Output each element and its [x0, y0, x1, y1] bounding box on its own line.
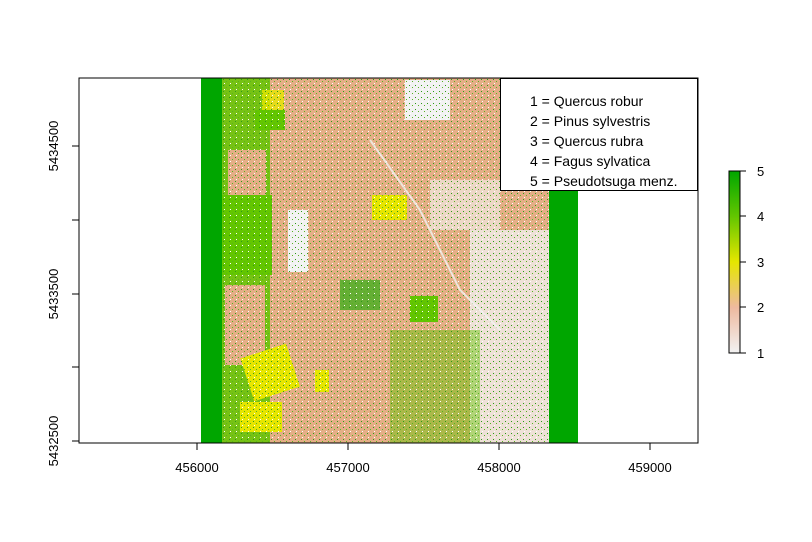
legend-item: 4 = Fagus sylvatica	[530, 153, 651, 169]
plot-frame	[78, 77, 699, 444]
species-legend: 1 = Quercus robur 2 = Pinus sylvestris 3…	[500, 78, 698, 191]
legend-item: 2 = Pinus sylvestris	[530, 113, 651, 129]
pseudotsuga-strip-left	[201, 78, 222, 443]
colorbar-tick-label: 1	[757, 346, 764, 361]
road-line	[369, 139, 501, 331]
x-tick-label: 459000	[628, 460, 671, 475]
colorbar-tick-label: 4	[757, 209, 764, 224]
x-tick-label: 456000	[175, 460, 218, 475]
colorbar-tick-label: 3	[757, 255, 764, 270]
y-tick-label: 5434500	[46, 121, 61, 172]
colorbar-tick-label: 2	[757, 300, 764, 315]
y-axis: 5432500 5433500 5434500	[46, 121, 79, 467]
x-tick-label: 457000	[326, 460, 369, 475]
speckle-overlay	[222, 78, 549, 443]
legend-list: 1 = Quercus robur 2 = Pinus sylvestris 3…	[501, 79, 697, 191]
colorbar-tick-label: 5	[757, 164, 764, 179]
colorbar: 5 4 3 2 1	[728, 164, 764, 361]
legend-item: 1 = Quercus robur	[530, 93, 644, 109]
y-tick-label: 5432500	[46, 416, 61, 467]
species-raster	[201, 78, 578, 443]
colorbar-ramp	[728, 170, 741, 354]
legend-item: 5 = Pseudotsuga menz.	[530, 173, 678, 189]
x-axis: 456000 457000 458000 459000	[175, 443, 672, 475]
x-tick-label: 458000	[477, 460, 520, 475]
y-tick-label: 5433500	[46, 269, 61, 320]
legend-item: 3 = Quercus rubra	[530, 133, 644, 149]
